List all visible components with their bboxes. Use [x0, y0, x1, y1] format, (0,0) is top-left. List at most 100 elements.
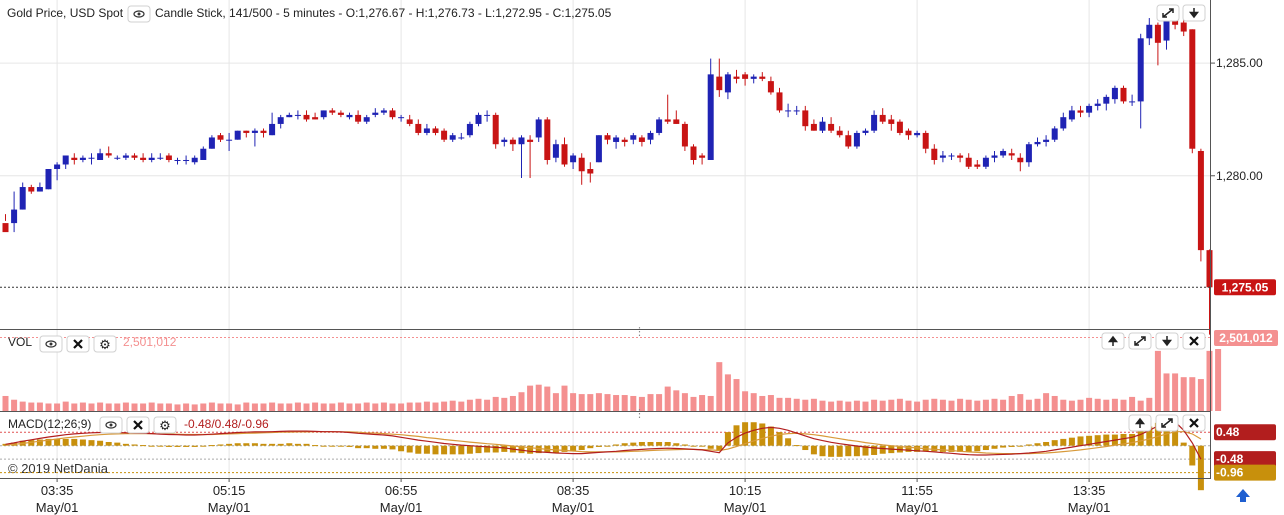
volume-bar [1000, 399, 1007, 411]
macd-histogram-bar [1077, 436, 1084, 446]
volume-bar [183, 403, 190, 411]
volume-down-button[interactable] [1155, 332, 1179, 350]
candle-body [226, 139, 233, 141]
macd-axis-badge [1214, 464, 1276, 481]
volume-bar [1008, 395, 1015, 411]
macd-settings-button[interactable]: ⚙ [153, 416, 177, 434]
candle [630, 132, 637, 145]
volume-bar [544, 386, 551, 411]
expand-icon [1161, 418, 1173, 428]
macd-histogram-bar [621, 443, 628, 446]
volume-bar [269, 402, 276, 411]
macd-panel: MACD(12;26;9) ⚙ -0.48/0.48/-0.96 [0, 414, 1276, 491]
volume-eye-button[interactable] [39, 335, 63, 353]
volume-bar [785, 397, 792, 411]
volume-expand-button[interactable] [1128, 332, 1152, 350]
volume-bar [1060, 399, 1067, 411]
macd-histogram-bar [148, 445, 155, 447]
candle [131, 153, 138, 160]
candle [475, 112, 482, 127]
macd-line [5, 421, 1202, 460]
candle-body [1163, 15, 1170, 41]
volume-bar [535, 384, 542, 411]
candle-body [776, 92, 783, 111]
candle [226, 132, 233, 151]
volume-bar [19, 401, 26, 411]
volume-settings-button[interactable]: ⚙ [93, 335, 117, 353]
macd-histogram-bar [1043, 441, 1050, 446]
macd-histogram-bar [1189, 445, 1196, 466]
candle-body [527, 139, 534, 142]
volume-bar [836, 400, 843, 411]
candle-body [613, 137, 620, 142]
candle-body [243, 130, 250, 133]
candle-body [423, 128, 430, 133]
macd-histogram-bar [54, 438, 61, 446]
candle-body [234, 130, 241, 140]
candle [277, 114, 284, 129]
candle-body [939, 155, 946, 158]
candle-body [320, 110, 327, 118]
candle [1060, 112, 1067, 131]
candle-body [862, 130, 869, 133]
macd-eye-button[interactable] [99, 416, 123, 434]
volume-up-button[interactable] [1101, 332, 1125, 350]
candle [269, 112, 276, 136]
volume-bar [853, 400, 860, 411]
macd-histogram-bar [260, 443, 267, 446]
date-tick-label: May/01 [380, 500, 423, 515]
candle [346, 112, 353, 120]
macd-axis-label: 0.48 [1216, 425, 1240, 439]
macd-histogram-bar [914, 445, 921, 452]
volume-remove-button[interactable] [1182, 332, 1206, 350]
drag-handle-icon[interactable]: ⋮ [634, 325, 645, 338]
candle [157, 153, 164, 160]
candle-body [398, 117, 405, 119]
candle-body [656, 119, 663, 133]
macd-title: MACD(12;26;9) [8, 417, 91, 431]
volume-bar [957, 398, 964, 411]
macd-histogram-bar [114, 442, 121, 446]
volume-bar [363, 402, 370, 411]
candle [896, 119, 903, 136]
volume-bar [36, 402, 43, 411]
price-down-button[interactable] [1182, 4, 1206, 22]
macd-histogram-bar [1025, 444, 1032, 446]
candle [613, 135, 620, 149]
volume-bar [767, 395, 774, 411]
scroll-to-end-icon[interactable] [1236, 489, 1250, 502]
candle-body [62, 155, 69, 165]
volume-bar [673, 390, 680, 411]
candle [122, 153, 129, 160]
volume-title: VOL [8, 335, 32, 349]
candle-body [1206, 250, 1213, 288]
candle-body [191, 157, 198, 163]
candle [45, 169, 52, 190]
volume-bar [1172, 373, 1179, 411]
volume-bar [509, 395, 516, 411]
candle-body [570, 155, 577, 163]
candle-body [174, 159, 181, 161]
volume-close-button[interactable] [66, 335, 90, 353]
volume-bar [595, 393, 602, 411]
candle [836, 126, 843, 138]
macd-up-button[interactable] [1128, 414, 1152, 432]
candle-body [11, 209, 18, 224]
candle [337, 110, 344, 118]
candle [389, 108, 396, 120]
macd-histogram-bar [449, 445, 456, 455]
volume-panel: VOL ⚙ 2,501,012 [0, 330, 1278, 411]
macd-expand-button[interactable] [1155, 414, 1179, 432]
candle-body [853, 132, 860, 147]
volume-bar [174, 404, 181, 411]
macd-remove-button[interactable] [1182, 414, 1206, 432]
drag-handle-icon[interactable]: ⋮ [634, 407, 645, 420]
macd-close-button[interactable] [126, 416, 150, 434]
price-eye-button[interactable] [127, 5, 151, 23]
volume-bar [226, 403, 233, 411]
volume-bar [251, 403, 258, 411]
macd-histogram-bar [501, 445, 508, 452]
price-expand-button[interactable] [1156, 4, 1180, 22]
candle-body [140, 157, 147, 160]
candle [286, 112, 293, 118]
